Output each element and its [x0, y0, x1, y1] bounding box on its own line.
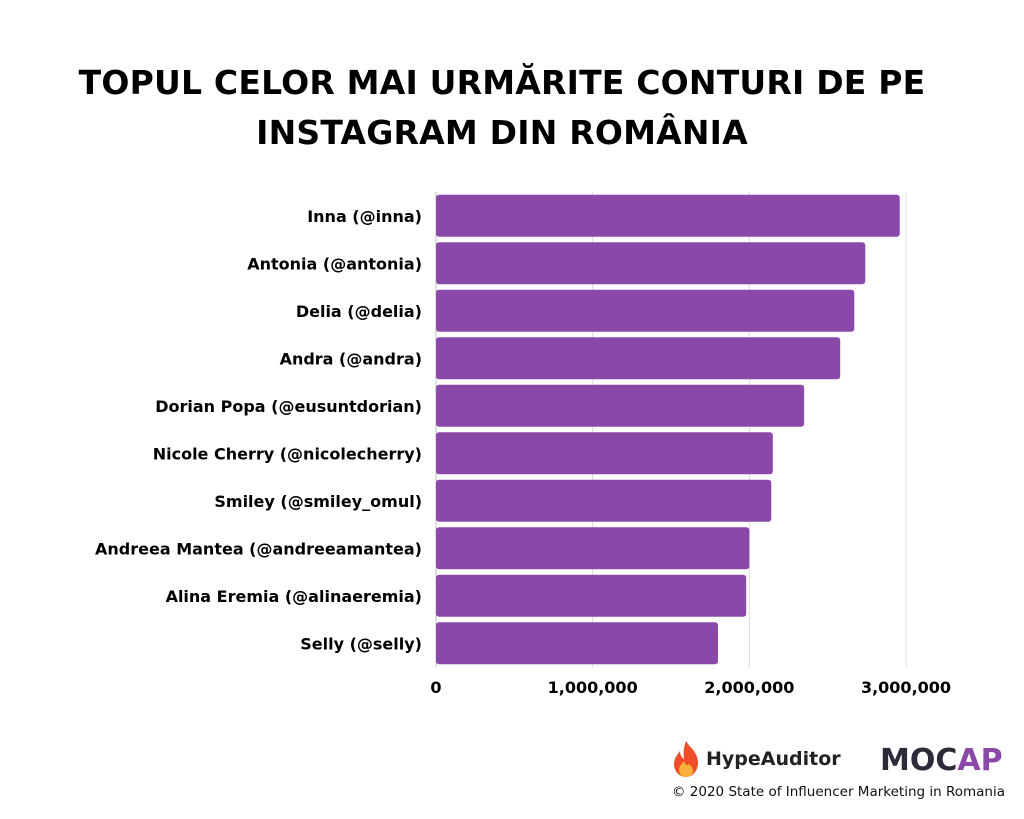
hypeauditor-logo: HypeAuditor [672, 738, 841, 780]
category-label: Nicole Cherry (@nicolecherry) [153, 444, 422, 463]
bar [436, 194, 900, 237]
hypeauditor-label: HypeAuditor [706, 748, 841, 770]
flame-icon [674, 741, 698, 777]
bar [436, 622, 718, 665]
bar [436, 479, 772, 522]
x-tick-label: 1,000,000 [548, 678, 638, 697]
bar [436, 384, 805, 427]
title-line-1: TOPUL CELOR MAI URMĂRITE CONTURI DE PE [78, 63, 926, 102]
mocapp-logo: MOCAPP [880, 743, 1004, 778]
chart-title: TOPUL CELOR MAI URMĂRITE CONTURI DE PE I… [0, 58, 1004, 158]
category-label: Dorian Popa (@eusuntdorian) [155, 397, 422, 416]
bar [436, 289, 855, 332]
x-tick-label: 0 [430, 678, 441, 697]
category-label: Alina Eremia (@alinaeremia) [166, 587, 422, 606]
bar [436, 527, 750, 570]
bar [436, 337, 841, 380]
x-tick-label: 3,000,000 [861, 678, 951, 697]
category-label: Selly (@selly) [300, 634, 422, 653]
bar [436, 574, 747, 617]
footer-logos: HypeAuditor MOCAPP [672, 738, 1004, 780]
category-label: Antonia (@antonia) [247, 254, 422, 273]
category-label: Inna (@inna) [307, 207, 422, 226]
category-label: Andreea Mantea (@andreeamantea) [95, 539, 422, 558]
category-label: Smiley (@smiley_omul) [214, 492, 422, 511]
title-line-2: INSTAGRAM DIN ROMÂNIA [256, 113, 748, 152]
bar [436, 242, 866, 285]
bar [436, 432, 773, 475]
copyright-note: © 2020 State of Influencer Marketing in … [672, 784, 1006, 800]
x-tick-label: 2,000,000 [704, 678, 794, 697]
category-label: Andra (@andra) [280, 349, 422, 368]
category-label: Delia (@delia) [296, 302, 422, 321]
mocapp-label: MOCAPP [880, 743, 1004, 778]
